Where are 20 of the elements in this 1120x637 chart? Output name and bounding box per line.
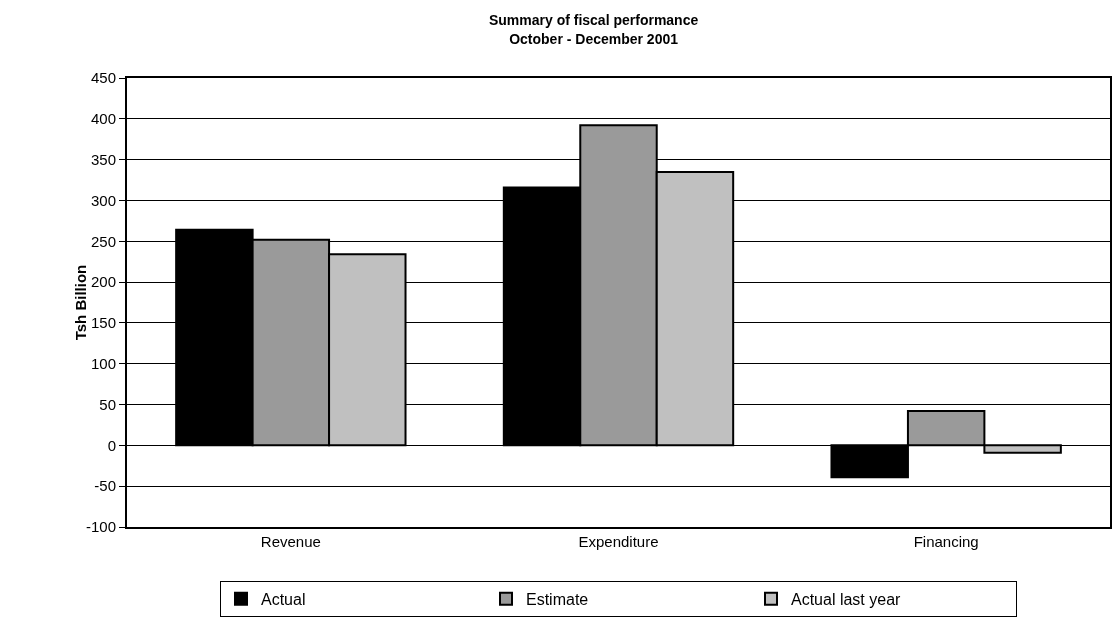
- y-tick-label: 350: [90, 150, 116, 168]
- legend-label: Estimate: [526, 591, 589, 609]
- legend-label: Actual last year: [791, 591, 902, 609]
- x-tick-label: Financing: [913, 533, 979, 550]
- y-tick-label: 450: [90, 69, 116, 87]
- y-tick-label: 200: [90, 273, 116, 291]
- chart-title: Summary of fiscal performance October - December 2001: [488, 12, 699, 47]
- y-tick-label: 0: [107, 436, 116, 454]
- y-tick-label: 300: [90, 191, 116, 209]
- y-tick-label: 100: [90, 354, 116, 372]
- y-tick-label: 250: [90, 232, 116, 250]
- y-tick-label: 150: [90, 314, 116, 332]
- y-tick-label: 400: [90, 110, 116, 128]
- x-tick-label: Expenditure: [578, 533, 659, 550]
- legend-label: Actual: [261, 591, 306, 609]
- y-tick-label: -50: [94, 477, 116, 495]
- y-tick-label: -100: [85, 518, 116, 536]
- y-tick-label: 50: [99, 395, 116, 413]
- y-axis-title: Tsh Billion: [71, 264, 89, 341]
- x-tick-label: Revenue: [260, 533, 321, 550]
